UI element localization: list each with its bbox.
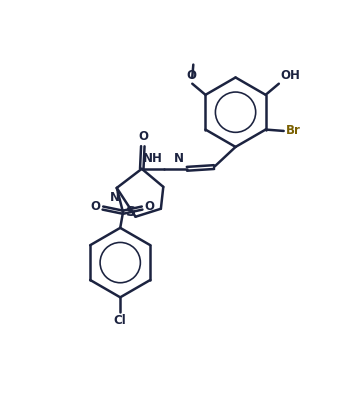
Text: OH: OH <box>281 69 300 82</box>
Text: O: O <box>138 130 148 143</box>
Text: Cl: Cl <box>114 313 127 327</box>
Text: S: S <box>126 205 137 219</box>
Text: O: O <box>144 200 154 213</box>
Text: NH: NH <box>142 151 162 165</box>
Text: O: O <box>91 200 101 213</box>
Text: O: O <box>186 69 196 82</box>
Text: N: N <box>110 191 120 204</box>
Text: N: N <box>174 151 184 165</box>
Text: Br: Br <box>286 124 300 137</box>
